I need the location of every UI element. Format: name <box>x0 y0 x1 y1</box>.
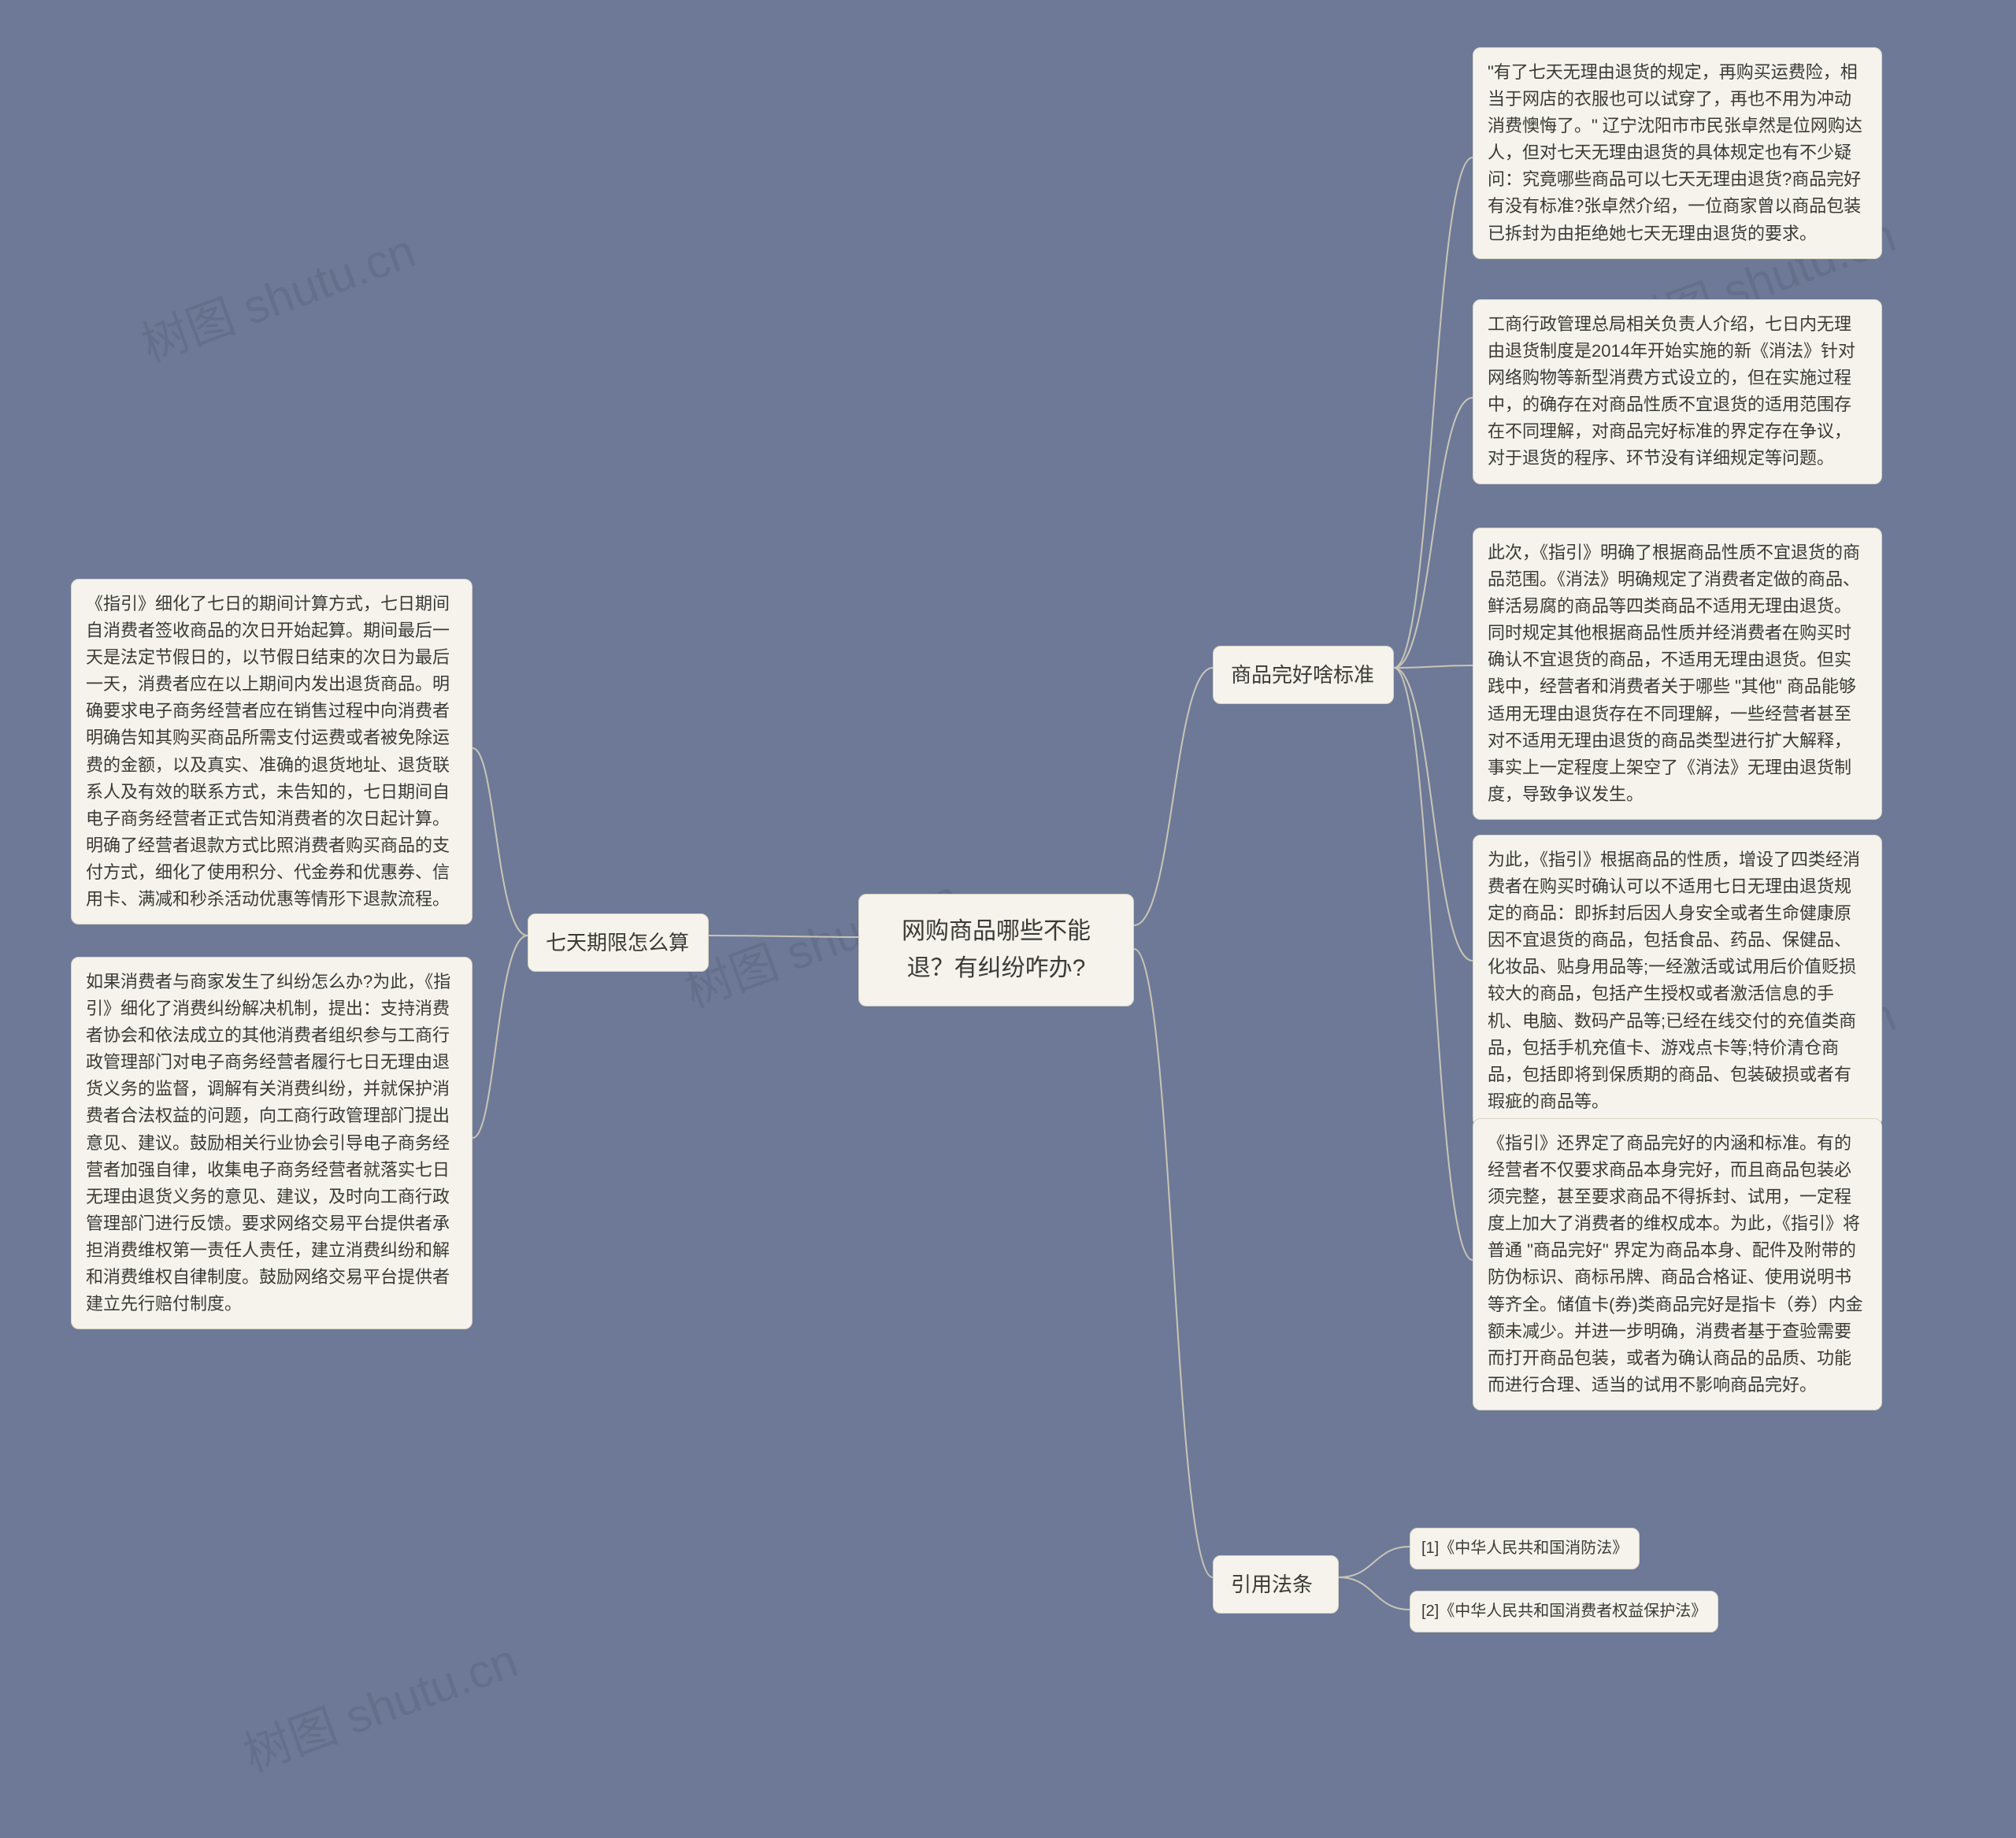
root-node[interactable]: 网购商品哪些不能退？有纠纷咋办? <box>858 894 1134 1006</box>
leaf-good-c[interactable]: 此次，《指引》明确了根据商品性质不宜退货的商品范围。《消法》明确规定了消费者定做… <box>1473 528 1882 820</box>
leaf-seven-b[interactable]: 如果消费者与商家发生了纠纷怎么办?为此，《指引》细化了消费纠纷解决机制，提出：支… <box>71 957 472 1329</box>
watermark: 树图 shutu.cn <box>233 1622 525 1784</box>
leaf-good-e[interactable]: 《指引》还界定了商品完好的内涵和标准。有的经营者不仅要求商品本身完好，而且商品包… <box>1473 1118 1882 1410</box>
branch-goods-standard[interactable]: 商品完好啥标准 <box>1213 646 1394 704</box>
leaf-law-a[interactable]: [1]《中华人民共和国消防法》 <box>1410 1528 1640 1569</box>
leaf-law-b[interactable]: [2]《中华人民共和国消费者权益保护法》 <box>1410 1591 1718 1632</box>
branch-seven-day[interactable]: 七天期限怎么算 <box>528 913 709 972</box>
leaf-seven-a[interactable]: 《指引》细化了七日的期间计算方式，七日期间自消费者签收商品的次日开始起算。期间最… <box>71 579 472 925</box>
leaf-good-b[interactable]: 工商行政管理总局相关负责人介绍，七日内无理由退货制度是2014年开始实施的新《消… <box>1473 299 1882 484</box>
leaf-good-a[interactable]: "有了七天无理由退货的规定，再购买运费险，相当于网店的衣服也可以试穿了，再也不用… <box>1473 47 1882 259</box>
watermark: 树图 shutu.cn <box>131 213 423 375</box>
leaf-good-d[interactable]: 为此，《指引》根据商品的性质，增设了四类经消费者在购买时确认可以不适用七日无理由… <box>1473 835 1882 1127</box>
branch-reference-law[interactable]: 引用法条 <box>1213 1555 1339 1614</box>
